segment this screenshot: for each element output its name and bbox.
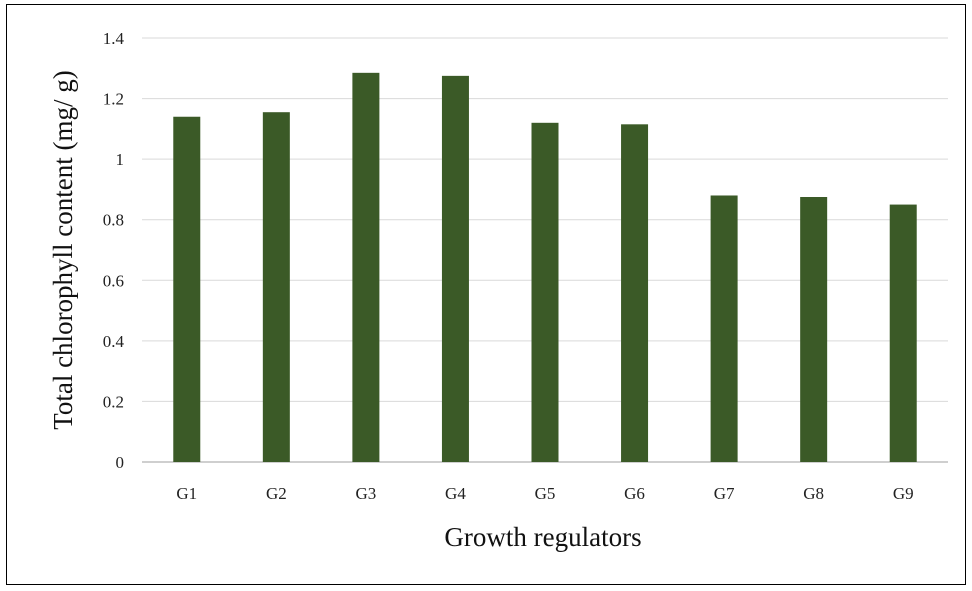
- y-axis-title: Total chlorophyll content (mg/ g): [48, 70, 78, 430]
- bar-g1: [173, 116, 201, 462]
- x-tick-label-g4: G4: [445, 484, 466, 503]
- x-tick-label-g7: G7: [714, 484, 735, 503]
- bar-g3: [352, 72, 380, 462]
- bars: [173, 72, 917, 463]
- x-tick-label-g2: G2: [266, 484, 287, 503]
- x-axis-title: Growth regulators: [444, 522, 641, 552]
- x-tick-label-g1: G1: [176, 484, 197, 503]
- y-tick-label: 0.2: [103, 392, 124, 411]
- bar-g7: [710, 195, 738, 462]
- x-tick-label-g5: G5: [535, 484, 556, 503]
- bar-g9: [889, 204, 917, 463]
- y-tick-label: 1.4: [103, 29, 125, 48]
- y-tick-label: 0.6: [103, 271, 124, 290]
- bar-g6: [621, 124, 649, 463]
- y-tick-label: 0.4: [103, 332, 125, 351]
- y-tick-label: 1: [116, 150, 125, 169]
- y-tick-label: 0: [116, 453, 125, 472]
- y-tick-labels: 0 0.2 0.4 0.6 0.8 1 1.2 1.4: [103, 29, 125, 472]
- bar-g5: [531, 122, 559, 463]
- x-tick-labels: G1 G2 G3 G4 G5 G6 G7 G8 G9: [176, 484, 913, 503]
- y-tick-label: 1.2: [103, 90, 124, 109]
- x-tick-label-g3: G3: [355, 484, 376, 503]
- y-tick-label: 0.8: [103, 211, 124, 230]
- bar-g4: [441, 75, 469, 462]
- x-tick-label-g8: G8: [803, 484, 824, 503]
- bar-g8: [800, 197, 828, 462]
- x-tick-label-g9: G9: [893, 484, 914, 503]
- bar-g2: [262, 112, 290, 462]
- x-tick-label-g6: G6: [624, 484, 645, 503]
